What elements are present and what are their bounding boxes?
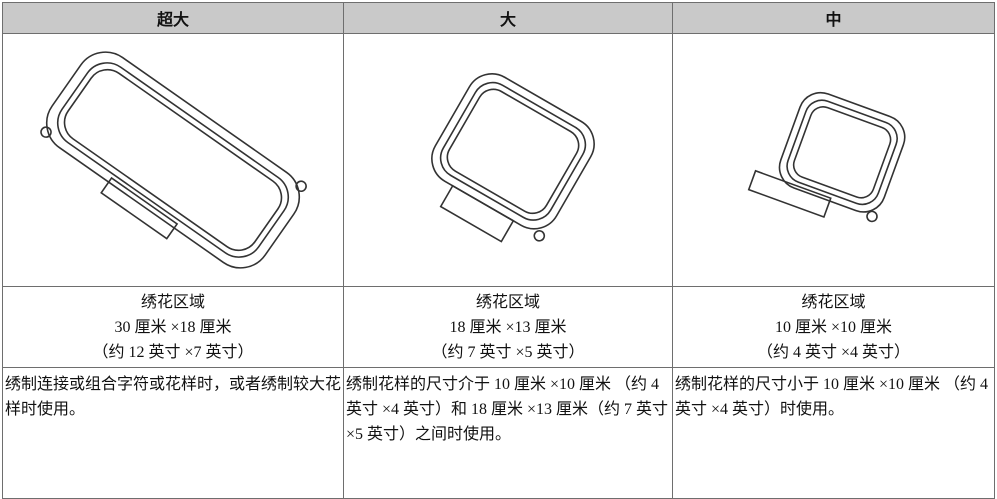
hoop-m-image <box>747 91 906 223</box>
area-size: 30 厘米 ×18 厘米 <box>114 318 232 336</box>
image-cell <box>672 33 995 287</box>
description-cell: 绣制花样的尺寸介于 10 厘米 ×10 厘米 （约 4 英寸 ×4 英寸）和 1… <box>343 367 673 499</box>
header-cell: 超大 <box>2 2 344 34</box>
header-row: 超大 大 中 <box>2 2 995 34</box>
area-label: 绣花区域 <box>801 293 866 311</box>
area-label: 绣花区域 <box>140 293 205 311</box>
area-cell: 绣花区域 18 厘米 ×13 厘米 （约 7 英寸 ×5 英寸） <box>343 286 673 368</box>
header-cell: 大 <box>343 2 673 34</box>
description-cell: 绣制花样的尺寸小于 10 厘米 ×10 厘米 （约 4 英寸 ×4 英寸）时使用… <box>672 367 995 499</box>
description-cell: 绣制连接或组合字符或花样时，或者绣制较大花样时使用。 <box>2 367 344 499</box>
area-inch: （约 12 英寸 ×7 英寸） <box>92 343 254 361</box>
image-cell <box>343 33 673 287</box>
area-cell: 绣花区域 30 厘米 ×18 厘米 （约 12 英寸 ×7 英寸） <box>2 286 344 368</box>
area-label: 绣花区域 <box>475 293 540 311</box>
area-cell: 绣花区域 10 厘米 ×10 厘米 （约 4 英寸 ×4 英寸） <box>672 286 995 368</box>
hoop-l-image <box>431 73 595 243</box>
area-size: 18 厘米 ×13 厘米 <box>449 318 567 336</box>
description-row: 绣制连接或组合字符或花样时，或者绣制较大花样时使用。 绣制花样的尺寸介于 10 … <box>2 367 995 499</box>
area-inch: （约 7 英寸 ×5 英寸） <box>431 343 585 361</box>
header-cell: 中 <box>672 2 995 34</box>
area-row: 绣花区域 30 厘米 ×18 厘米 （约 12 英寸 ×7 英寸） 绣花区域 18 厘… <box>2 286 995 368</box>
hoop-xl-image <box>40 51 307 269</box>
area-inch: （约 4 英寸 ×4 英寸） <box>756 343 911 361</box>
image-cell <box>2 33 344 287</box>
image-row <box>2 33 995 287</box>
area-size: 10 厘米 ×10 厘米 <box>774 318 893 336</box>
